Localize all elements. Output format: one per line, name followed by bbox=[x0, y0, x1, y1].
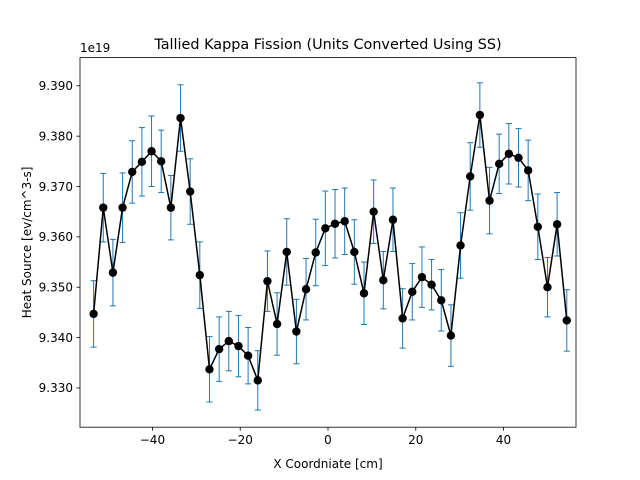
data-point bbox=[562, 316, 571, 325]
data-point bbox=[417, 272, 427, 282]
data-point bbox=[99, 203, 108, 212]
data-point bbox=[272, 319, 282, 329]
data-point bbox=[234, 341, 243, 351]
y-tick-label: 9.340 bbox=[39, 331, 73, 345]
data-point bbox=[388, 215, 398, 224]
data-point bbox=[263, 276, 272, 286]
y-tick-label: 9.380 bbox=[39, 129, 73, 143]
data-point bbox=[494, 159, 504, 169]
data-point bbox=[147, 147, 156, 156]
data-point bbox=[321, 224, 330, 233]
x-tick-label: −40 bbox=[140, 433, 165, 447]
data-point bbox=[485, 196, 494, 205]
x-tick-label: 20 bbox=[408, 433, 423, 447]
data-point bbox=[214, 344, 224, 354]
data-point bbox=[176, 113, 185, 123]
data-point bbox=[195, 270, 205, 280]
data-point bbox=[446, 331, 456, 340]
y-axis-ticks: 9.330 9.340 9.350 9.360 9.370 9.380 9.390 bbox=[39, 79, 80, 395]
plot-area bbox=[80, 57, 576, 428]
data-point bbox=[398, 314, 407, 323]
data-point bbox=[243, 351, 253, 360]
data-point bbox=[533, 222, 543, 231]
data-point bbox=[118, 203, 127, 212]
data-point bbox=[205, 365, 214, 374]
data-point bbox=[456, 241, 465, 250]
y-tick-label: 9.330 bbox=[39, 381, 73, 395]
data-point bbox=[408, 287, 417, 296]
data-point bbox=[89, 309, 98, 319]
data-point bbox=[157, 157, 166, 166]
x-tick-label: 0 bbox=[324, 433, 332, 447]
data-point bbox=[128, 167, 137, 177]
data-point bbox=[166, 203, 176, 212]
data-point bbox=[253, 376, 262, 385]
y-offset-text: 1e19 bbox=[80, 41, 110, 55]
x-axis-ticks: −40 −20 0 20 40 bbox=[140, 427, 511, 447]
data-point bbox=[301, 285, 311, 294]
data-point bbox=[137, 157, 147, 167]
data-point bbox=[475, 110, 485, 120]
data-point bbox=[543, 283, 552, 292]
data-point bbox=[340, 217, 349, 226]
data-point bbox=[108, 268, 118, 277]
y-axis-label: Heat Source [ev/cm^3-s] bbox=[20, 167, 34, 319]
chart-title: Tallied Kappa Fission (Units Converted U… bbox=[153, 37, 501, 53]
x-tick-label: 40 bbox=[496, 433, 511, 447]
y-tick-label: 9.390 bbox=[39, 79, 73, 93]
y-tick-label: 9.360 bbox=[39, 230, 73, 244]
data-point bbox=[427, 280, 436, 289]
data-point bbox=[311, 248, 320, 257]
data-point bbox=[514, 153, 523, 163]
data-point bbox=[552, 220, 562, 229]
markers bbox=[89, 110, 571, 385]
data-point bbox=[330, 219, 340, 228]
data-point bbox=[369, 207, 378, 216]
data-point bbox=[350, 247, 359, 257]
data-point bbox=[437, 296, 446, 305]
data-point bbox=[379, 275, 388, 285]
series-line bbox=[92, 114, 568, 381]
data-point bbox=[359, 289, 369, 298]
data-point bbox=[466, 172, 475, 181]
y-tick-label: 9.350 bbox=[39, 281, 73, 295]
data-point bbox=[185, 187, 195, 196]
x-axis-label: X Coordniate [cm] bbox=[273, 457, 382, 471]
data-point bbox=[224, 336, 233, 346]
data-point bbox=[282, 247, 291, 257]
x-tick-label: −20 bbox=[228, 433, 253, 447]
data-point bbox=[523, 166, 533, 175]
y-tick-label: 9.370 bbox=[39, 180, 73, 194]
data-point bbox=[292, 327, 301, 336]
data-point bbox=[504, 149, 514, 158]
